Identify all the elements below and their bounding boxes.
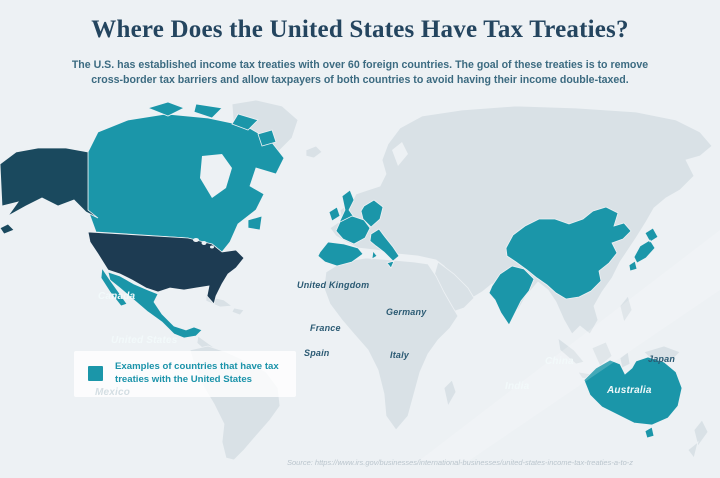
map-label-australia: Australia [607,385,652,396]
france-shape [335,215,371,245]
iceland-shape [305,145,323,159]
legend-swatch [88,366,103,381]
madagascar-shape [443,379,457,408]
page-subtitle: The U.S. has established income tax trea… [71,59,649,86]
philippines-shape [619,295,633,323]
hudson-bay-shape [200,154,232,198]
land-background [189,99,713,461]
canada-arctic-islands-shape [146,101,277,231]
great-lake-shape [210,245,214,249]
sulawesi-shape [619,351,631,369]
map-label-united-states: United States [111,335,178,346]
australia-shape [583,356,683,439]
map-label-india: India [505,381,530,392]
great-lake-shape [201,241,207,245]
map-label-germany: Germany [386,307,427,317]
map-label-spain: Spain [304,348,330,358]
legend-label: Examples of countries that have tax trea… [115,361,279,385]
borneo-shape [591,341,613,367]
italy-shape [369,228,400,269]
source-text: Source: https://www.irs.gov/businesses/i… [287,458,633,467]
map-label-united-kingdom: United Kingdom [297,280,370,290]
japan-shape [628,227,659,272]
map-label-france: France [310,323,341,333]
canada-shape [87,113,285,253]
map-label-italy: Italy [390,350,410,360]
alaska-shape [0,147,99,235]
united-states-shape [87,231,245,305]
africa-shape [323,257,459,431]
baltic-sea-shape [392,142,408,166]
water-cutouts [193,142,408,249]
treaty-countries [87,101,683,439]
new-zealand-shape [687,419,709,459]
great-lake-shape [193,238,199,242]
world-map-svg [0,99,713,461]
sumatra-shape [557,337,585,365]
spain-shape [317,241,364,267]
china-shape [505,206,632,300]
hispaniola-shape [231,307,245,316]
legend: Examples of countries that have tax trea… [74,351,296,397]
map-label-japan: Japan [648,354,676,364]
map-label-china: China [545,356,574,367]
map-label-canada: Canada [98,291,136,302]
world-map [0,99,720,461]
germany-shape [360,199,384,228]
mexico-shape [100,266,203,339]
page-title: Where Does the United States Have Tax Tr… [91,16,629,43]
india-shape [488,265,535,326]
